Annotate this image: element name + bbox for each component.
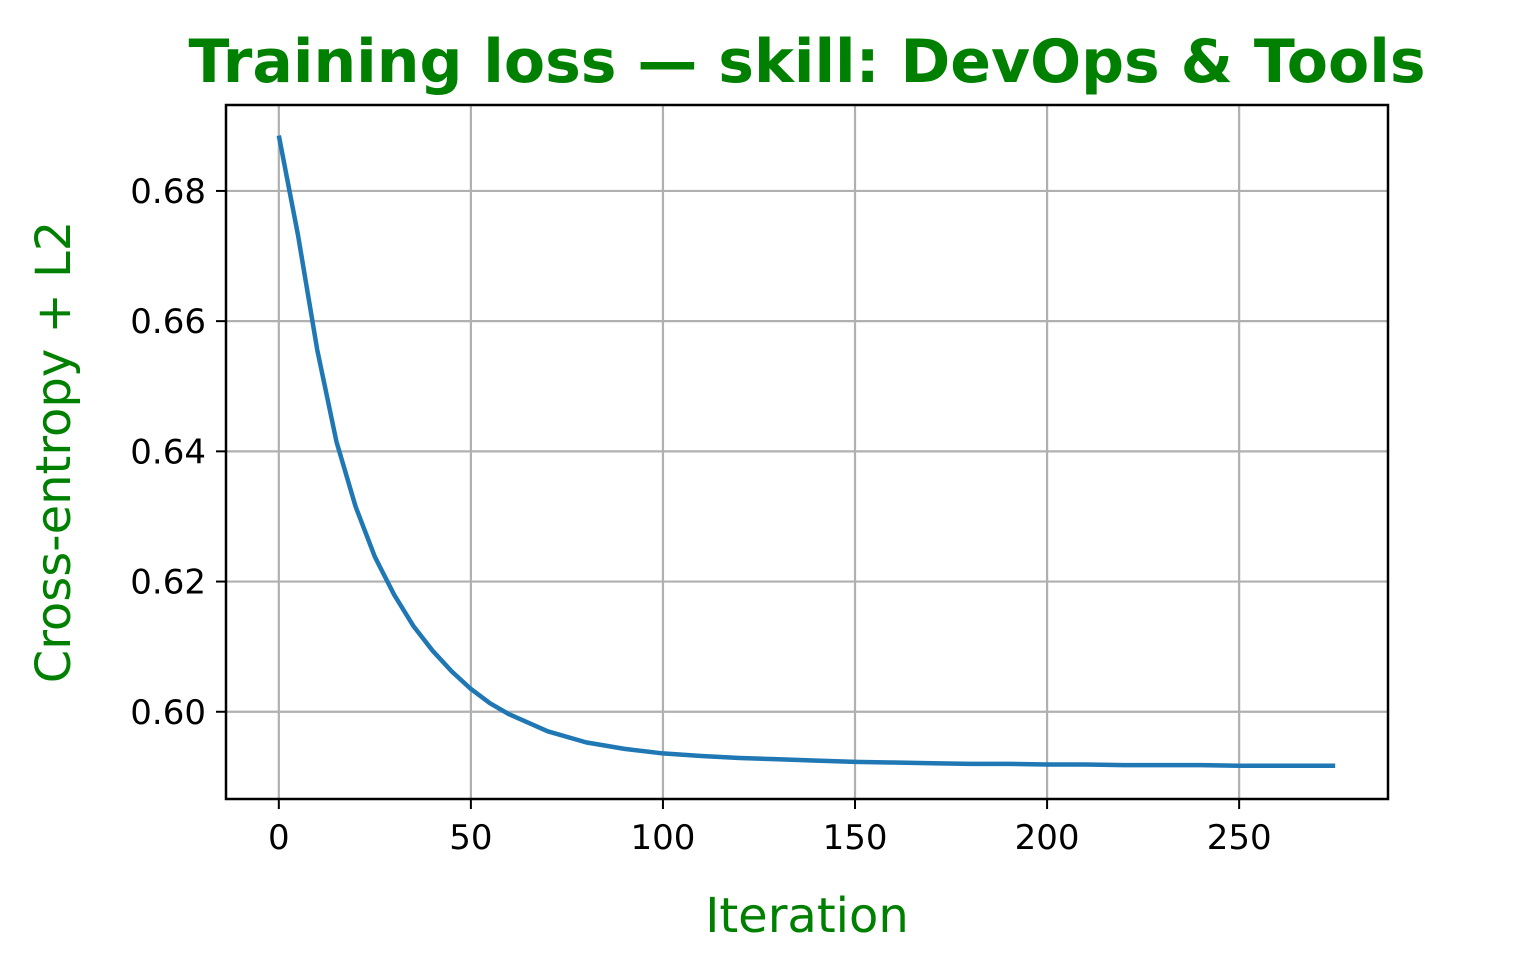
series-layer [276, 135, 1336, 769]
y-tick-label: 0.66 [130, 302, 206, 342]
loss-line [276, 135, 1336, 769]
x-tick-label: 0 [268, 818, 290, 858]
chart-title: Training loss — skill: DevOps & Tools [188, 27, 1425, 97]
x-tick-label: 150 [823, 818, 888, 858]
y-axis-label: Cross-entropy + L2 [26, 221, 82, 684]
x-tick-label: 50 [449, 818, 492, 858]
y-tick-label: 0.60 [130, 693, 206, 733]
y-tick-label: 0.68 [130, 172, 206, 212]
grid [226, 105, 1388, 799]
x-tick-label: 100 [630, 818, 695, 858]
x-tick-label: 250 [1207, 818, 1272, 858]
y-tick-label: 0.62 [130, 563, 206, 603]
y-tick-label: 0.64 [130, 432, 206, 472]
ticks: 0 50 100 150 200 250 0.60 0.62 0.64 0.66 0.68 [130, 172, 1271, 858]
x-tick-label: 200 [1015, 818, 1080, 858]
x-axis-label: Iteration [705, 888, 909, 944]
